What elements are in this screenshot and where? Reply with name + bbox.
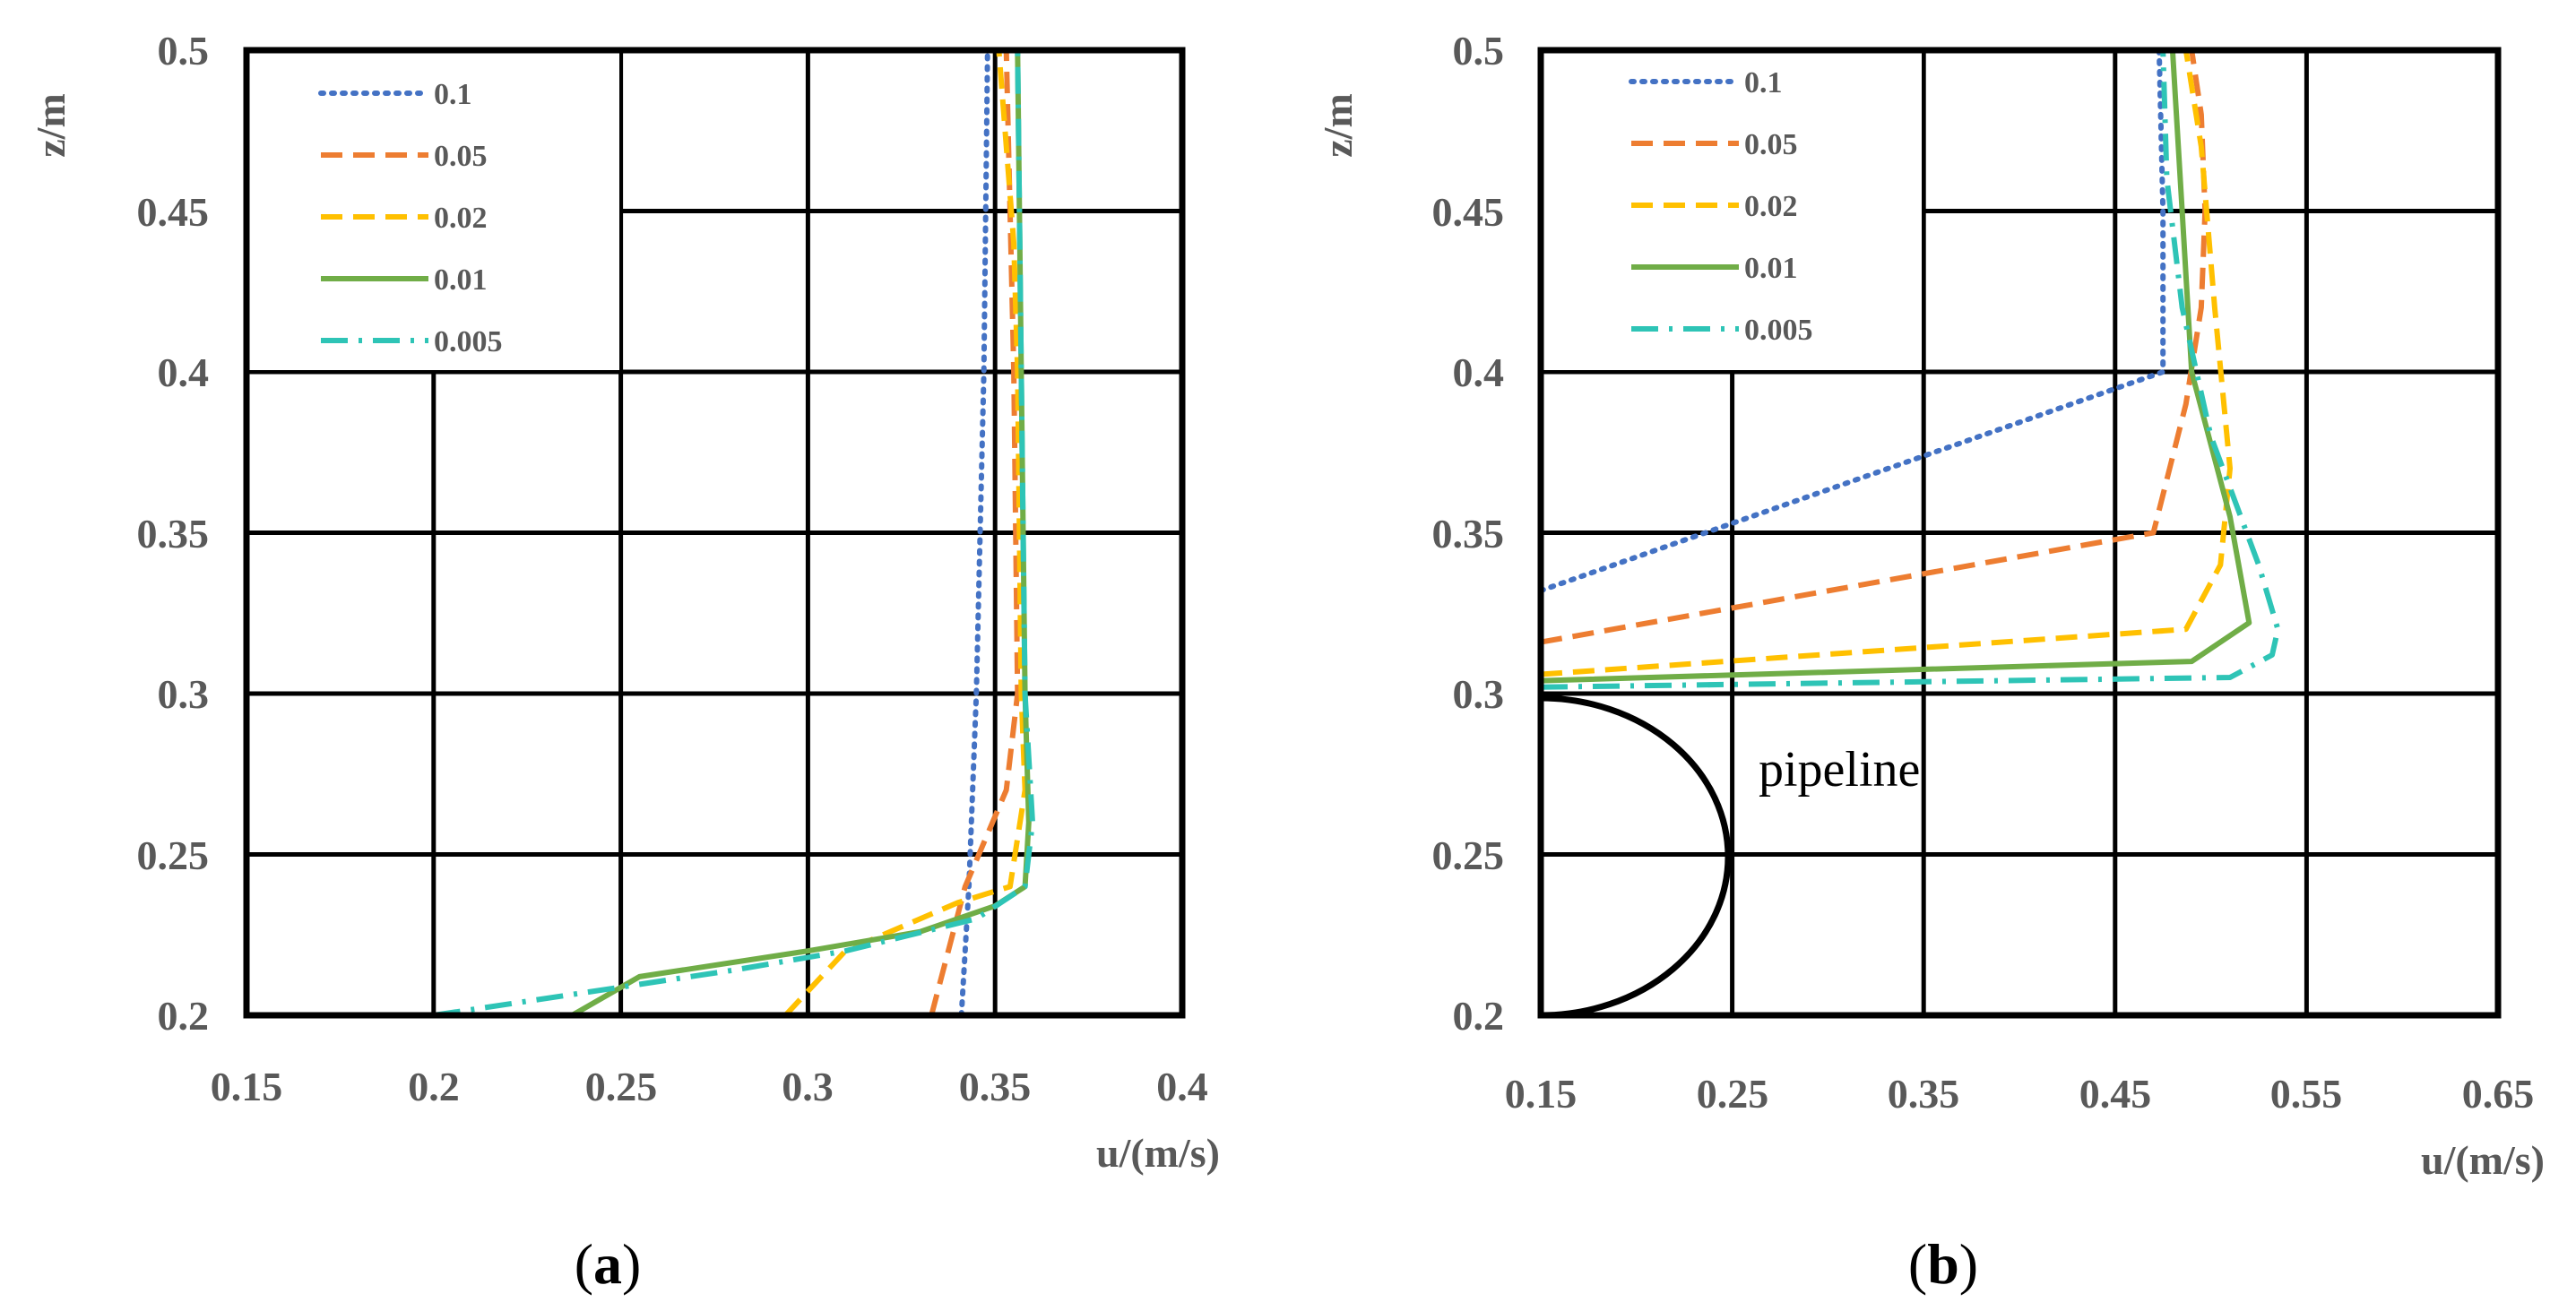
a-ytick: 0.45 [137,189,210,235]
legend-label: 0.05 [1744,128,1798,161]
pipeline-outline [1540,694,1732,1019]
a-xtick: 0.4 [1156,1064,1208,1109]
series-line-0_1 [1538,47,2166,594]
a-ytick: 0.4 [158,349,210,395]
b-xtick: 0.25 [1697,1071,1769,1117]
chart-a-panel-letter: a [593,1232,622,1296]
chart-b-legend-box [1541,50,1925,374]
chart-b-panel-letter: b [1927,1232,1959,1296]
chart-a-y-ticks: 0.2 0.25 0.3 0.35 0.4 0.45 0.5 [137,28,210,1039]
chart-b-x-axis-label: u/(m/s) [2421,1137,2545,1183]
chart-b-x-ticks: 0.15 0.25 0.35 0.45 0.55 0.65 [1505,1071,2535,1117]
a-ytick: 0.35 [137,511,210,556]
legend-label: 0.1 [434,78,472,111]
b-ytick: 0.25 [1432,832,1505,878]
chart-b-y-axis-label: z/m [1315,93,1361,158]
a-xtick: 0.35 [959,1064,1032,1109]
b-xtick: 0.35 [1888,1071,1960,1117]
chart-b-series [1538,47,2281,690]
series-line-0_05 [1540,49,2209,645]
legend-background [1543,53,1923,372]
chart-a-plot-frame [243,47,1186,1019]
chart-b-y-ticks: 0.2 0.25 0.3 0.35 0.4 0.45 0.5 [1432,28,1505,1039]
a-xtick: 0.3 [782,1064,834,1109]
b-xtick: 0.65 [2462,1071,2535,1117]
chart-a-legend: 0.1 0.05 0.02 0.01 0.005 [318,78,503,358]
legend-label: 0.01 [434,263,488,297]
a-xtick: 0.15 [211,1064,283,1109]
a-ytick: 0.3 [158,671,210,717]
b-ytick: 0.3 [1453,671,1505,717]
a-xtick: 0.25 [585,1064,658,1109]
chart-a-series [433,47,1035,1018]
legend-label: 0.1 [1744,66,1783,99]
a-xtick: 0.2 [408,1064,460,1109]
chart-a-x-ticks: 0.15 0.2 0.25 0.3 0.35 0.4 [211,1064,1208,1109]
a-ytick: 0.2 [158,993,210,1039]
b-ytick: 0.5 [1453,28,1505,73]
b-ytick: 0.45 [1432,189,1505,235]
b-ytick: 0.35 [1432,511,1505,556]
series-line-0_005 [433,49,1035,1018]
series-line-0_02 [1540,49,2233,677]
legend-background [249,53,621,372]
a-ytick: 0.5 [158,28,210,73]
chart-a-x-axis-label: u/(m/s) [1096,1130,1220,1176]
legend-label: 0.02 [434,202,488,235]
legend-label: 0.005 [434,325,503,358]
series-line-0_01 [1540,49,2252,684]
b-ytick: 0.4 [1453,349,1505,395]
series-line-0_02 [783,49,1028,1018]
legend-label: 0.05 [434,140,488,173]
chart-a-panel-label: (a) [575,1232,642,1296]
b-xtick: 0.55 [2270,1071,2343,1117]
chart-b: pipeline 0.1 0.05 0.02 0.01 0.005 0.2 0.25 0… [1315,28,2545,1296]
b-ytick: 0.2 [1453,993,1505,1039]
pipeline-label: pipeline [1759,742,1920,798]
chart-a-y-axis-label: z/m [28,93,73,158]
chart-b-legend: 0.1 0.05 0.02 0.01 0.005 [1629,66,1813,347]
chart-b-panel-label: (b) [1908,1232,1978,1296]
b-xtick: 0.45 [2079,1071,2152,1117]
a-ytick: 0.25 [137,832,210,878]
legend-label: 0.005 [1744,314,1813,347]
legend-label: 0.01 [1744,252,1798,285]
series-line-0_1 [958,47,990,1018]
chart-a-legend-box [246,50,623,374]
chart-b-plot-frame [1537,47,2502,1019]
legend-label: 0.02 [1744,190,1798,223]
chart-a: 0.1 0.05 0.02 0.01 0.005 0.2 0.25 0.3 0.35 0… [28,28,1220,1296]
b-xtick: 0.15 [1505,1071,1578,1117]
